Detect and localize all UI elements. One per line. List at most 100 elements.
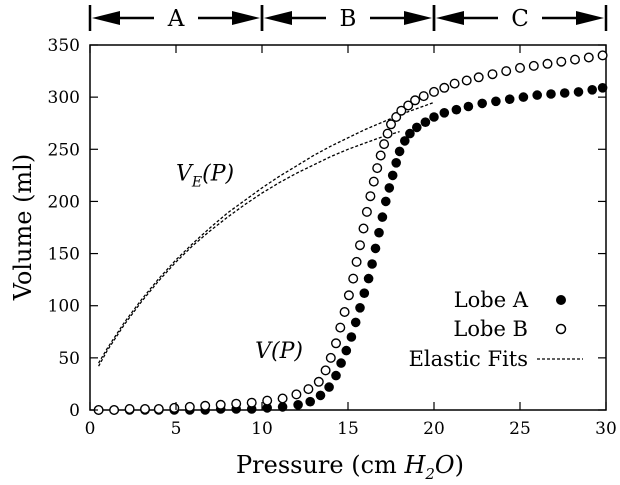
lobe-a-point <box>381 196 391 207</box>
series-lobe-a <box>93 83 608 415</box>
lobe-a-point <box>315 390 326 401</box>
legend-label-elastic-fits: Elastic Fits <box>409 347 528 371</box>
y-tick-label: 50 <box>58 349 80 369</box>
lobe-b-point <box>429 86 440 97</box>
y-tick-label: 0 <box>69 401 80 421</box>
x-axis-ticks: 0 5 10 15 20 25 30 <box>85 45 617 439</box>
lobe-a-point <box>377 212 388 222</box>
lobe-b-point <box>335 322 346 333</box>
lobe-b-point <box>358 223 369 234</box>
legend-marker-lobe-a <box>556 295 566 305</box>
lobe-a-point <box>573 87 584 97</box>
lobe-a-point <box>463 101 474 112</box>
lobe-a-point <box>305 396 316 407</box>
lobe-b-point <box>542 58 553 69</box>
lobe-b-point <box>153 404 164 415</box>
lobe-b-point <box>343 290 354 301</box>
y-tick-label: 250 <box>48 140 80 160</box>
legend: Lobe A Lobe B Elastic Fits <box>409 288 583 371</box>
y-tick-label: 200 <box>48 192 80 212</box>
lobe-b-point <box>372 163 383 174</box>
lobe-a-point <box>370 243 381 254</box>
lobe-b-point <box>449 78 460 89</box>
lobe-b-point <box>169 402 180 413</box>
lobe-a-point <box>391 158 402 168</box>
y-axis-ticks: 0 50 100 150 200 250 300 350 <box>48 36 606 421</box>
x-tick-label: 0 <box>85 419 96 439</box>
lobe-a-point <box>597 83 608 93</box>
region-arrow-head-right <box>232 11 260 25</box>
region-label-a: A <box>167 6 185 32</box>
lobe-a-point <box>394 146 405 157</box>
lobe-b-point <box>403 100 414 111</box>
lobe-b-point <box>528 60 539 71</box>
lobe-a-point <box>350 317 361 328</box>
region-label-b: B <box>340 6 357 32</box>
region-label-c: C <box>511 6 529 32</box>
lobe-a-point <box>359 288 370 299</box>
lobe-b-point <box>200 400 211 411</box>
lobe-b-point <box>320 365 331 376</box>
lobe-b-point <box>139 404 150 415</box>
lobe-a-point <box>400 136 410 146</box>
lobe-b-point <box>184 401 195 412</box>
region-arrow-head-left <box>264 11 292 25</box>
y-tick-label: 100 <box>48 297 80 317</box>
legend-marker-lobe-b <box>555 323 567 335</box>
lobe-a-point <box>504 94 515 104</box>
lobe-a-point <box>384 183 395 193</box>
lobe-b-point <box>473 72 484 83</box>
lobe-b-point <box>365 191 376 202</box>
lobe-b-point <box>246 397 257 408</box>
lobe-b-point <box>418 91 429 102</box>
lobe-b-point <box>351 256 362 267</box>
y-axis-label: Volume (ml) <box>9 154 37 301</box>
lobe-a-point <box>587 85 597 95</box>
lobe-a-point <box>277 402 288 412</box>
lobe-b-point <box>487 69 498 80</box>
lobe-b-point <box>124 404 135 415</box>
lobe-b-point <box>325 352 336 363</box>
lobe-b-point <box>375 150 386 161</box>
y-tick-label: 300 <box>48 88 80 108</box>
lobe-b-point <box>303 384 314 395</box>
lobe-a-point <box>387 170 398 181</box>
lobe-b-point <box>461 75 472 86</box>
x-tick-label: 25 <box>509 419 531 439</box>
x-tick-label: 30 <box>595 419 617 439</box>
lobe-b-point <box>291 389 302 400</box>
lobe-b-point <box>597 50 608 61</box>
lobe-b-point <box>348 273 359 284</box>
annotation-ve-p: VE(P) <box>176 162 234 191</box>
lobe-a-point <box>477 98 488 109</box>
x-tick-label: 5 <box>171 419 182 439</box>
lobe-a-point <box>429 112 439 122</box>
lobe-b-point <box>109 405 120 416</box>
lobe-b-point <box>386 119 397 130</box>
lobe-a-point <box>355 303 365 313</box>
region-arrow-head-left <box>436 11 464 25</box>
lobe-b-point <box>556 56 567 67</box>
lobe-a-point <box>559 88 570 98</box>
region-bar: A B C <box>88 5 608 32</box>
lobe-a-point <box>491 96 501 107</box>
lobe-a-point <box>363 273 374 284</box>
annotation-v-p: V(P) <box>255 339 303 364</box>
lobe-b-point <box>355 240 366 251</box>
elastic-fit-curve-1 <box>98 130 400 367</box>
lobe-b-point <box>231 398 242 409</box>
lobe-b-point <box>439 82 450 93</box>
lobe-a-point <box>451 104 462 115</box>
elastic-fit-curve-2 <box>98 101 435 364</box>
region-arrow-head-right <box>404 11 432 25</box>
series-lobe-b <box>93 50 608 416</box>
lobe-b-point <box>410 95 421 106</box>
lobe-a-point <box>367 259 377 269</box>
lobe-a-point <box>518 92 529 102</box>
lobe-b-point <box>515 62 526 73</box>
lobe-b-point <box>277 393 288 404</box>
plot-frame <box>89 44 607 411</box>
lobe-a-point <box>336 358 346 368</box>
elastic-fit-curves <box>98 101 435 367</box>
